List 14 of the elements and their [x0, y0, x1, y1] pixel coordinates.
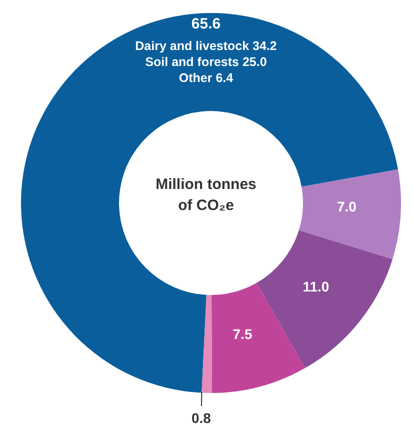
- donut-slice: [202, 294, 212, 393]
- text: Other 6.4: [178, 70, 234, 86]
- data-label: 7.0: [337, 198, 357, 215]
- text: Dairy and livestock 34.2: [134, 38, 278, 54]
- data-label: 11.0: [302, 278, 330, 294]
- donut-slice: [212, 282, 306, 393]
- donut-slice: [298, 169, 401, 260]
- donut-slice: [256, 230, 392, 368]
- data-label: 7.5: [232, 326, 252, 342]
- text: Soil and forests 25.0: [144, 54, 268, 70]
- text: Million tonnes of CO₂e: [154, 175, 258, 216]
- data-label: 65.6: [191, 16, 221, 32]
- data-label: 0.8: [191, 410, 212, 426]
- donut-slice: [21, 13, 398, 393]
